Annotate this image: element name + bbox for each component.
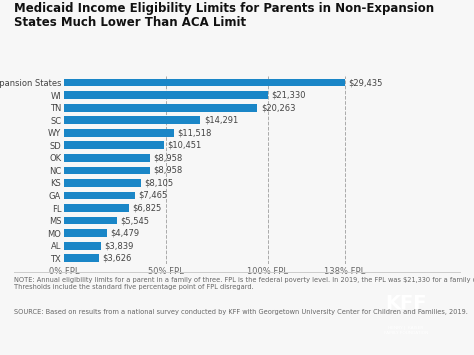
Text: $8,958: $8,958 [153, 166, 182, 175]
Text: KFF: KFF [385, 294, 427, 313]
Text: $14,291: $14,291 [204, 116, 238, 125]
Text: States Much Lower Than ACA Limit: States Much Lower Than ACA Limit [14, 16, 246, 29]
Text: $29,435: $29,435 [348, 78, 383, 87]
Text: $10,451: $10,451 [167, 141, 201, 150]
Bar [64, 79, 345, 87]
Text: $21,330: $21,330 [271, 91, 306, 100]
Bar [64, 254, 99, 262]
Text: $8,958: $8,958 [153, 153, 182, 162]
Bar [64, 204, 129, 212]
Text: NOTE: Annual eligibility limits for a parent in a family of three. FPL is the fe: NOTE: Annual eligibility limits for a pa… [14, 277, 474, 290]
Text: $3,626: $3,626 [102, 254, 131, 263]
Bar [64, 154, 149, 162]
Bar [64, 166, 149, 174]
Bar [64, 129, 174, 137]
Bar [64, 192, 135, 200]
Text: $7,465: $7,465 [138, 191, 168, 200]
Bar [64, 91, 268, 99]
Text: $8,105: $8,105 [145, 179, 174, 187]
Bar [64, 229, 107, 237]
Text: $4,479: $4,479 [110, 229, 139, 237]
Text: $11,518: $11,518 [177, 128, 212, 137]
Text: $20,263: $20,263 [261, 103, 295, 112]
Text: $5,545: $5,545 [120, 216, 149, 225]
Text: HENRY J. KAISER
FAMILY FOUNDATION: HENRY J. KAISER FAMILY FOUNDATION [384, 326, 428, 335]
Bar [64, 179, 141, 187]
Bar [64, 116, 201, 124]
Bar [64, 217, 117, 224]
Text: $3,839: $3,839 [104, 241, 133, 250]
Bar [64, 141, 164, 149]
Text: Medicaid Income Eligibility Limits for Parents in Non-Expansion: Medicaid Income Eligibility Limits for P… [14, 2, 434, 15]
Text: $6,825: $6,825 [133, 203, 162, 213]
Bar [64, 104, 257, 111]
Text: SOURCE: Based on results from a national survey conducted by KFF with Georgetown: SOURCE: Based on results from a national… [14, 309, 468, 315]
Bar [64, 242, 100, 250]
